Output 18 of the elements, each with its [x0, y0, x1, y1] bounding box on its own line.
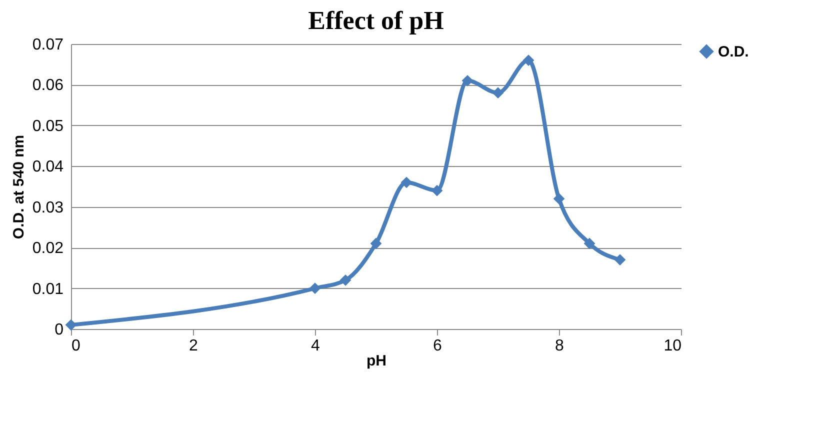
y-tick-label: 0.05 — [32, 118, 64, 135]
x-tick-label: 2 — [189, 338, 198, 354]
legend-label: O.D. — [718, 44, 749, 60]
y-tick-label: 0.02 — [32, 240, 64, 258]
x-tick-label: 8 — [555, 338, 564, 354]
y-tick-label: 0.01 — [32, 280, 64, 298]
y-tick-label: 0.06 — [32, 77, 64, 94]
x-tick-label: 10 — [664, 338, 682, 354]
x-tick-label: 6 — [433, 338, 442, 354]
x-tick-label: 4 — [311, 338, 320, 354]
y-tick-label: 0.07 — [32, 36, 64, 54]
x-axis-title: pH — [366, 352, 386, 370]
y-tick-label: 0 — [54, 322, 64, 338]
y-tick-label: 0.04 — [32, 158, 64, 176]
y-axis-title: O.D. at 540 nm — [10, 134, 28, 240]
y-tick-label: 0.03 — [32, 199, 64, 216]
chart-title: Effect of pH — [308, 6, 444, 35]
x-tick-label: 0 — [72, 338, 80, 354]
